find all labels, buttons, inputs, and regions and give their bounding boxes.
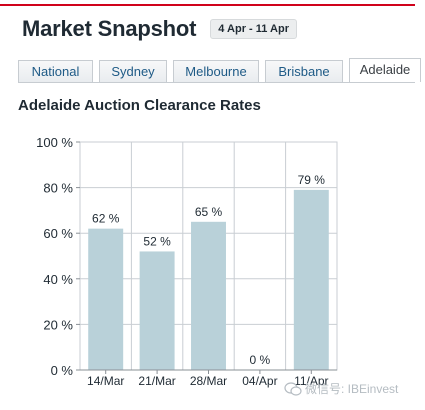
y-tick-label: 100 % [36, 135, 73, 150]
chart-title: Adelaide Auction Clearance Rates [18, 97, 261, 114]
data-label: 65 % [195, 205, 223, 219]
tab-sydney[interactable]: Sydney [99, 60, 167, 82]
tab-adelaide[interactable]: Adelaide [349, 58, 421, 82]
x-tick-label: 04/Apr [242, 374, 277, 388]
page-header: Market Snapshot 4 Apr - 11 Apr [22, 16, 297, 42]
watermark-text: 微信号: IBEinvest [305, 382, 399, 396]
x-tick-label: 14/Mar [87, 374, 124, 388]
tab-underline [18, 82, 415, 83]
watermark: 微信号: IBEinvest [284, 380, 398, 397]
data-label: 0 % [250, 353, 271, 367]
data-label: 62 % [92, 212, 120, 226]
x-tick-label: 28/Mar [190, 374, 227, 388]
data-label: 52 % [143, 234, 171, 248]
bar [293, 189, 329, 370]
data-label: 79 % [298, 173, 326, 187]
city-tabs: National Sydney Melbourne Brisbane Adela… [18, 58, 425, 82]
bar [191, 221, 226, 370]
wechat-icon [284, 381, 302, 396]
y-tick-label: 0 % [51, 363, 74, 378]
page-title: Market Snapshot [22, 16, 197, 41]
bar [88, 228, 124, 370]
date-range-badge: 4 Apr - 11 Apr [210, 19, 297, 39]
top-accent-rule [0, 4, 415, 6]
y-tick-label: 60 % [43, 226, 73, 241]
tab-melbourne[interactable]: Melbourne [173, 60, 259, 82]
y-tick-label: 20 % [43, 317, 73, 332]
y-tick-label: 40 % [43, 272, 73, 287]
tab-brisbane[interactable]: Brisbane [265, 60, 343, 82]
x-tick-label: 11/Apr [294, 374, 328, 388]
bar [139, 251, 175, 370]
y-tick-label: 80 % [43, 181, 73, 196]
x-tick-label: 21/Mar [138, 374, 175, 388]
tab-national[interactable]: National [18, 60, 93, 82]
